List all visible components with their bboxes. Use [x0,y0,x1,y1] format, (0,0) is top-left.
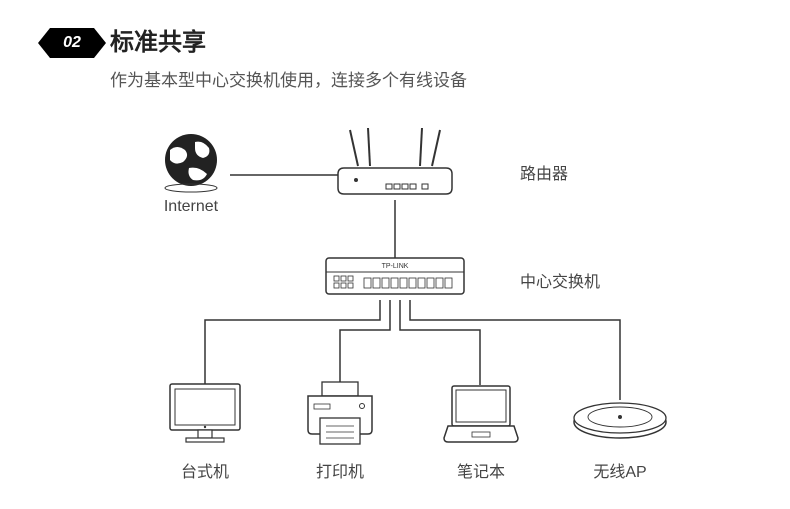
node-router [330,128,460,200]
globe-icon [155,132,227,194]
switch-icon: TP-LINK [320,250,470,300]
switch-label: 中心交换机 [520,268,600,292]
edge-switch-laptop [400,300,480,385]
internet-label: Internet [164,198,218,216]
header: 02 标准共享 作为基本型中心交换机使用，连接多个有线设备 [50,28,467,91]
node-ap: 无线AP [568,392,672,482]
laptop-icon [438,378,524,452]
section-badge: 02 [50,28,94,58]
section-subtitle: 作为基本型中心交换机使用，连接多个有线设备 [110,66,467,91]
badge-number: 02 [63,34,81,52]
desktop-icon [160,378,250,452]
edge-switch-desktop [205,300,380,385]
edge-switch-printer [340,300,390,385]
node-laptop: 笔记本 [438,378,524,482]
printer-icon [298,378,382,452]
svg-text:TP-LINK: TP-LINK [382,263,409,270]
desktop-label: 台式机 [181,458,229,482]
router-label: 路由器 [520,160,568,184]
printer-label: 打印机 [316,458,364,482]
node-desktop: 台式机 [160,378,250,482]
node-switch: TP-LINK [320,250,470,300]
ap-label: 无线AP [593,458,646,482]
node-printer: 打印机 [298,378,382,482]
network-diagram: Internet 路由器 TP-LINK [0,120,790,500]
router-icon [330,128,460,200]
node-internet: Internet [155,132,227,216]
title-block: 标准共享 作为基本型中心交换机使用，连接多个有线设备 [110,28,467,91]
section-title: 标准共享 [110,28,467,58]
laptop-label: 笔记本 [457,458,505,482]
wireless-ap-icon [568,392,672,452]
